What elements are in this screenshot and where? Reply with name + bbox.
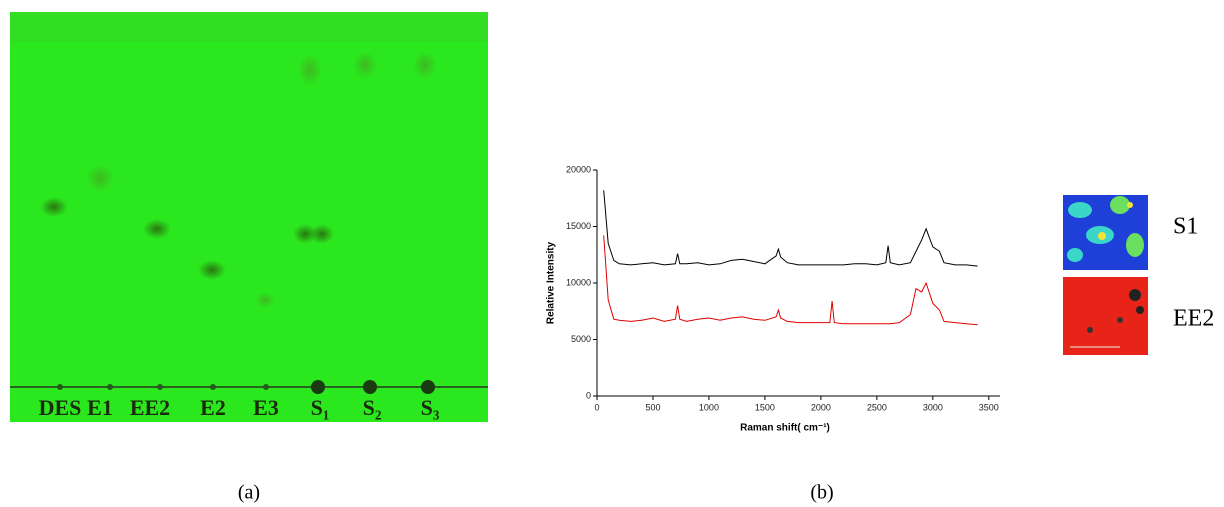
x-tick-label: 1000 [699, 402, 719, 412]
spectrum-line [603, 235, 978, 326]
lane-label: E1 [87, 395, 113, 420]
y-tick-label: 10000 [566, 277, 591, 287]
raman-chart: 0 5000 10000 15000 20000 0 500 1000 1500 2000 2500… [566, 164, 1000, 412]
lane-label: DES [39, 395, 82, 420]
lane-label: S₁ [311, 395, 330, 420]
x-tick-label: 2500 [867, 402, 887, 412]
x-tick-label: 3000 [923, 402, 943, 412]
x-tick-label: 2000 [811, 402, 831, 412]
inset-label: S1 [1173, 214, 1198, 240]
x-tick-label: 3500 [979, 402, 999, 412]
lane-label: E3 [253, 395, 279, 420]
inset-label: EE2 [1173, 306, 1214, 332]
tlc-plate: DES E1 EE2 E2 E3 S₁ S₂ S₃ [10, 12, 488, 422]
inset-ee2 [1063, 277, 1148, 355]
lane-label: E2 [200, 395, 226, 420]
y-tick-label: 20000 [566, 164, 591, 174]
y-axis-title: Relative Intensity [546, 241, 557, 324]
x-axis-title: Raman shift( cm⁻¹) [740, 423, 830, 434]
x-tick-label: 500 [645, 402, 660, 412]
lane-label: S₂ [363, 395, 382, 420]
x-tick-label: 1500 [755, 402, 775, 412]
x-tick-label: 0 [594, 402, 599, 412]
y-tick-label: 5000 [571, 334, 591, 344]
spectrum-line [603, 190, 978, 267]
caption-a: (a) [238, 482, 260, 504]
y-tick-label: 15000 [566, 221, 591, 231]
lane-label: S₃ [421, 395, 440, 420]
y-tick-label: 0 [586, 390, 591, 400]
lane-label: EE2 [130, 395, 170, 420]
inset-s1 [1063, 195, 1148, 270]
caption-b: (b) [810, 482, 833, 504]
